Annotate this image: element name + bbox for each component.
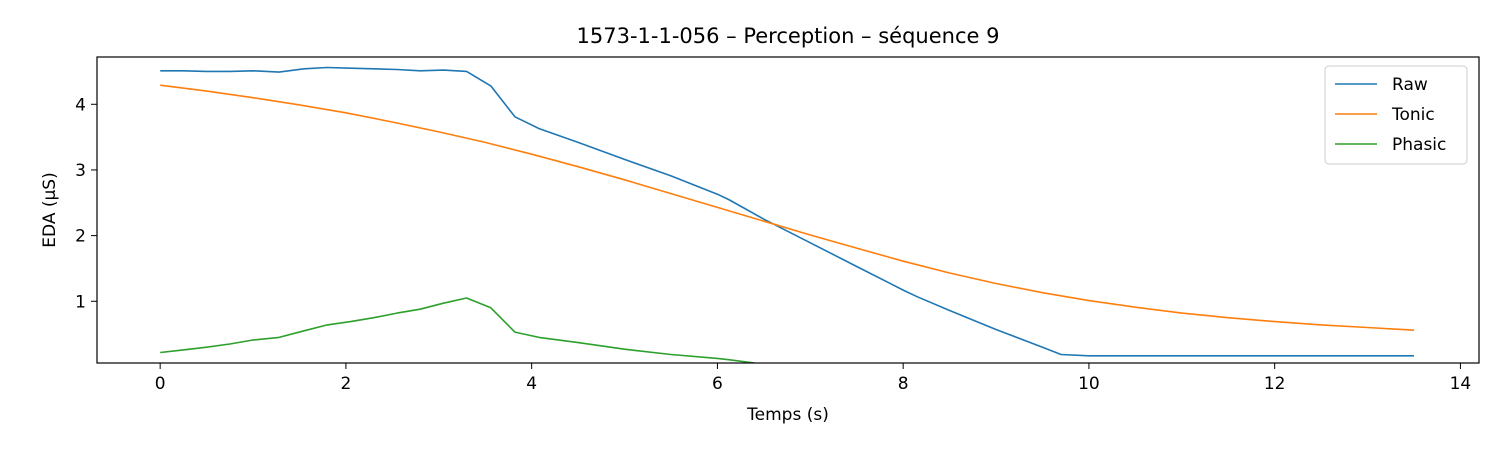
series-line-phasic [160,297,755,363]
x-tick-label: 10 [1078,374,1100,394]
x-tick-label: 2 [340,374,351,394]
y-tick-label: 2 [75,227,86,247]
x-tick-label: 14 [1450,374,1472,394]
y-tick-label: 3 [75,161,86,181]
series-layer [160,66,1415,363]
x-tick-label: 4 [526,374,537,394]
x-axis-ticks: 0 2 4 6 8 10 12 14 [155,363,1472,394]
legend-label-phasic: Phasic [1392,135,1446,155]
legend: Raw Tonic Phasic [1324,65,1468,165]
x-axis-label: Temps (s) [746,405,829,425]
chart-title: 1573-1-1-056 – Perception – séquence 9 [577,24,1000,48]
y-tick-label: 1 [75,292,86,312]
x-tick-label: 12 [1264,374,1286,394]
x-tick-label: 8 [898,374,909,394]
x-tick-label: 0 [155,374,166,394]
y-tick-label: 4 [75,95,86,115]
legend-box [1324,65,1468,165]
x-tick-label: 6 [712,374,723,394]
y-axis-ticks: 1 2 3 4 [75,95,97,312]
y-axis-label: EDA (µS) [40,172,60,247]
series-line-raw [160,66,1414,357]
series-line-tonic [160,84,1415,331]
plot-frame [96,56,1480,364]
legend-label-tonic: Tonic [1391,105,1435,125]
legend-label-raw: Raw [1392,75,1428,95]
